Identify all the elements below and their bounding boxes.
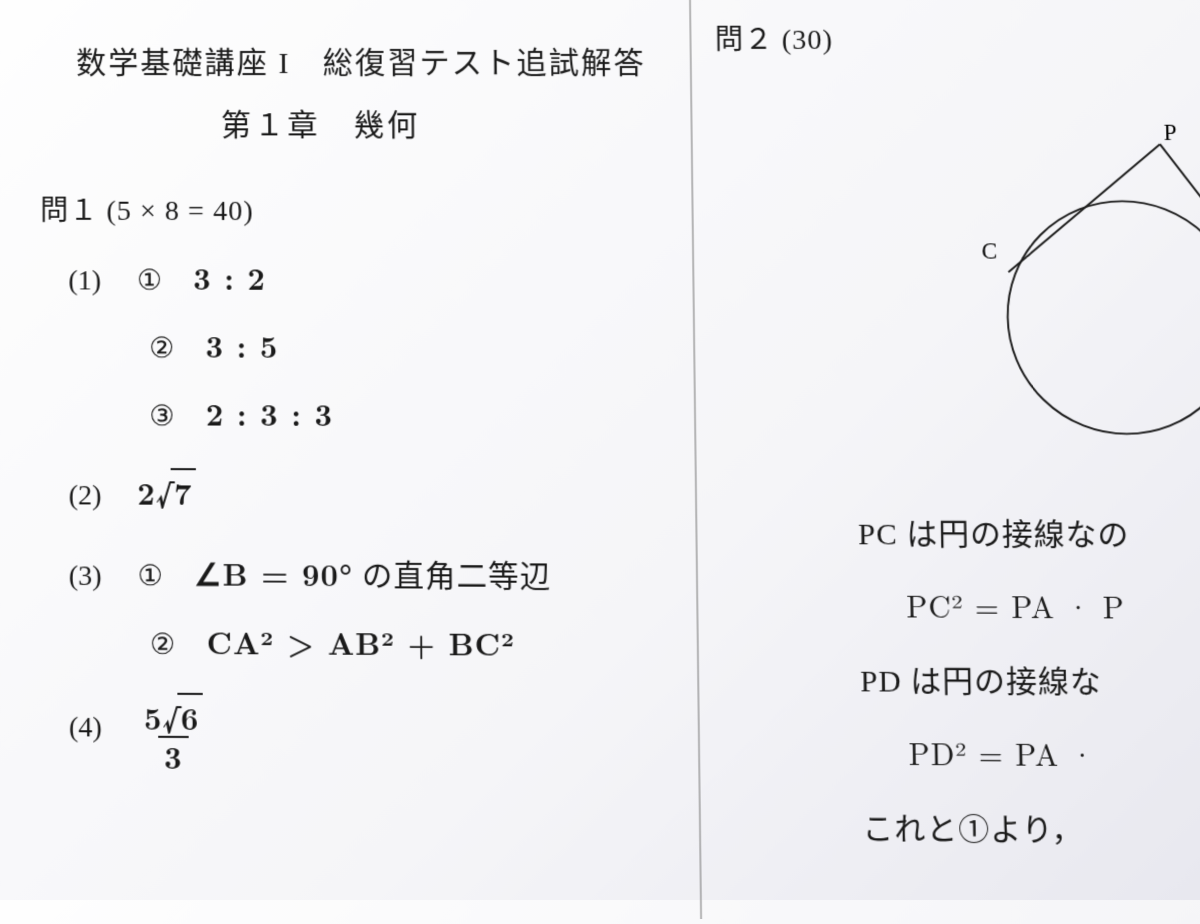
proof-equation-2: PD² = PA · <box>908 730 1200 776</box>
answer-1-2: (2) 2√7 <box>69 469 670 517</box>
sqrt-expression: 2√7 <box>137 469 195 515</box>
ratio-value: 3 : 5 <box>205 323 278 367</box>
paren-label: (3) <box>69 560 114 593</box>
proof-line-2: PD は円の接線な <box>860 655 1200 702</box>
inequality-expression: CA² > AB² + BC² <box>207 619 515 665</box>
fraction-numerator: 5√6 <box>138 700 209 736</box>
angle-text: ∠B = 90° <box>194 551 353 596</box>
paren-label: (1) <box>68 265 112 297</box>
fraction-denominator: 3 <box>158 736 189 773</box>
triangle-type: の直角二等辺 <box>353 560 551 595</box>
proof-line-1: PC は円の接線なの <box>858 508 1200 555</box>
sqrt-coefficient: 2 <box>137 470 156 514</box>
paren-label: (2) <box>69 480 113 513</box>
ratio-value: 2 : 3 : 3 <box>206 391 334 435</box>
paren-label: (4) <box>69 712 114 745</box>
answer-1-3-2: ② CA² > AB² + BC² <box>150 619 672 666</box>
right-column: 問２ (30) P C PC は円の接線なの PC² = PA · P PD は… <box>704 0 1200 861</box>
ratio-value: 3 : 2 <box>193 255 266 299</box>
left-column: 数学基礎講座 I 総復習テスト追試解答 第１章 幾何 問１ (5 × 8 = 4… <box>30 10 683 780</box>
page: 数学基礎講座 I 総復習テスト追試解答 第１章 幾何 問１ (5 × 8 = 4… <box>0 0 1200 923</box>
diagram-circle <box>1006 201 1200 434</box>
sqrt-radicand: 6 <box>178 693 203 739</box>
tangent-line-right <box>1160 144 1200 341</box>
answer-1-1-1: (1) ① 3 : 2 <box>68 255 667 300</box>
point-label-c: C <box>981 239 997 264</box>
question-2-header: 問２ (30) <box>715 17 1200 57</box>
fraction-expression: 5√6 3 <box>138 694 209 767</box>
circle-number: ② <box>150 627 183 662</box>
answer-1-3-1: (3) ① ∠B = 90° の直角二等辺 <box>69 549 671 597</box>
sqrt-radicand: 7 <box>171 468 196 514</box>
column-divider <box>689 0 702 919</box>
question-1-header: 問１ (5 × 8 = 40) <box>40 189 666 230</box>
circle-number: ① <box>137 559 169 594</box>
sqrt-icon: √7 <box>156 469 196 515</box>
answer-1-4: (4) 5√6 3 <box>69 693 673 769</box>
document-title-line1: 数学基礎講座 I 総復習テスト追試解答 <box>76 38 665 82</box>
answer-1-1-2: ② 3 : 5 <box>149 323 668 368</box>
fraction: 5√6 3 <box>138 700 209 773</box>
tangent-line-pc <box>1006 144 1162 272</box>
sqrt-icon: √6 <box>162 700 202 734</box>
proof-line-3: これと①より， <box>862 803 1200 851</box>
angle-expression: ∠B = 90° の直角二等辺 <box>194 550 551 597</box>
answer-1-1-3: ③ 2 : 3 : 3 <box>149 391 669 436</box>
circle-number: ③ <box>149 399 181 434</box>
circle-number: ② <box>149 331 181 366</box>
geometry-diagram: P C <box>919 98 1200 476</box>
circle-number: ① <box>137 263 169 297</box>
point-label-p: P <box>1163 119 1176 144</box>
num-coefficient: 5 <box>144 695 163 739</box>
proof-equation-1: PC² = PA · P <box>906 582 1200 628</box>
document-title-line2: 第１章 幾何 <box>221 100 666 145</box>
